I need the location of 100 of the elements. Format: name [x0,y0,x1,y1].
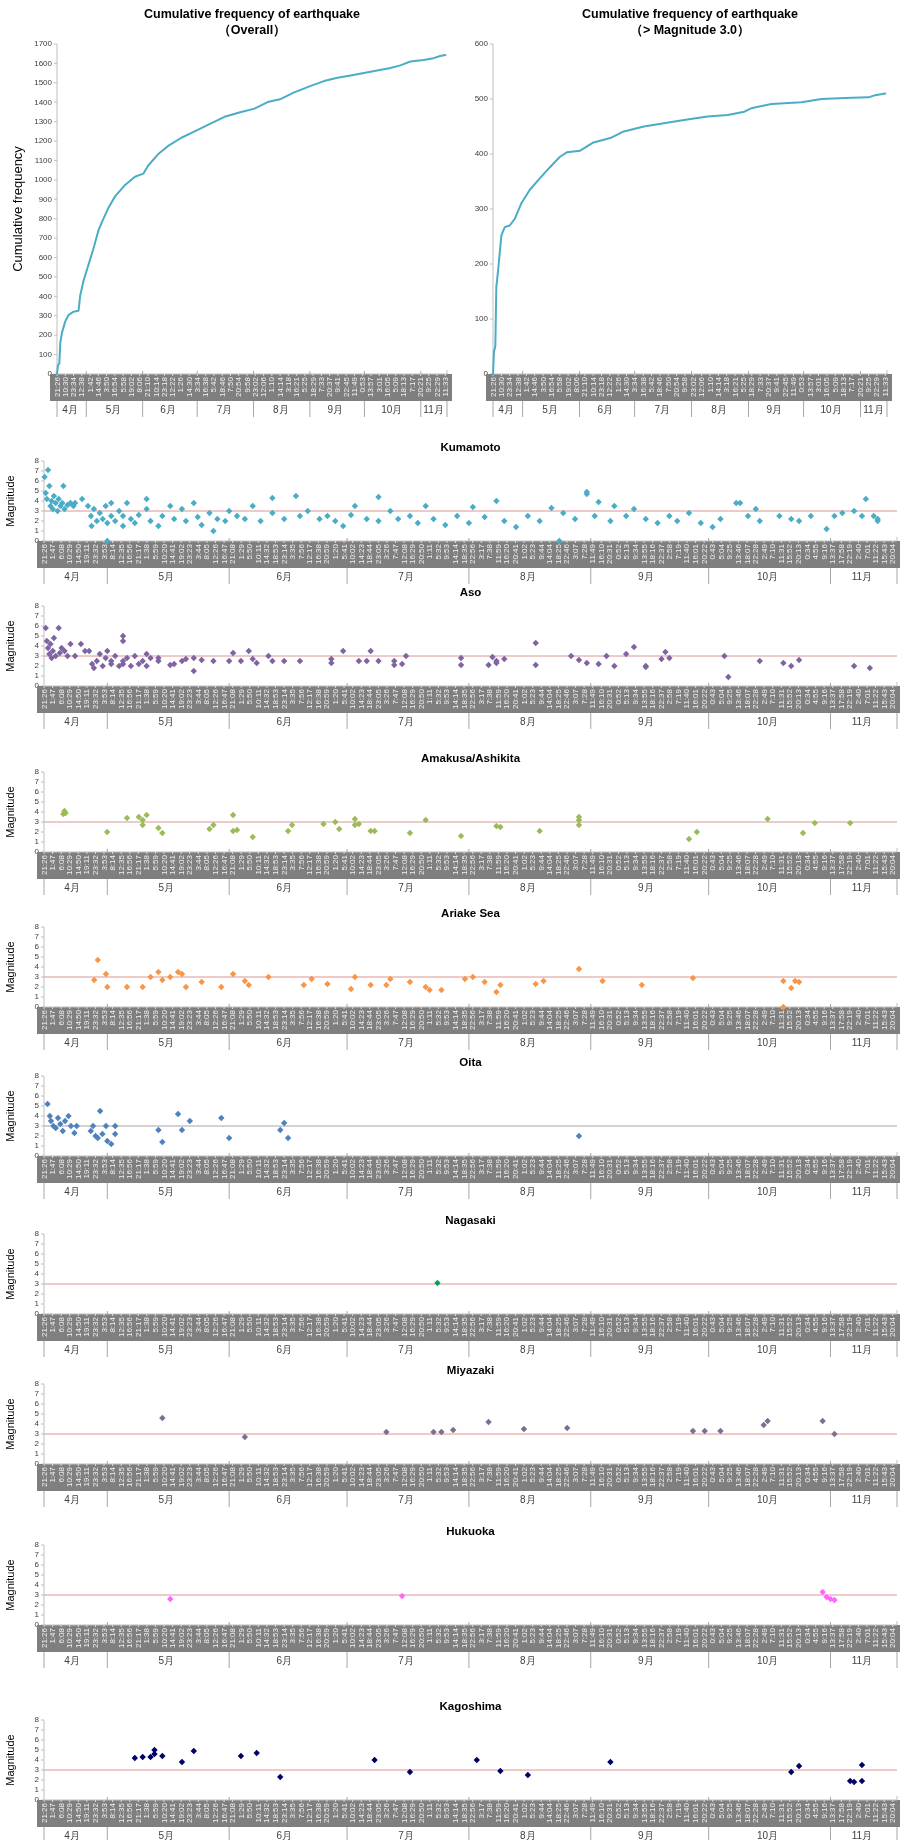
x-tick-label: 16:29 [408,1466,418,1488]
x-tick-label: 5:23 [528,1158,538,1175]
y-tick-label: 200 [38,330,53,340]
y-tick-label: 3 [34,972,40,982]
x-tick-label: 11:22 [871,1802,881,1823]
point [155,968,162,976]
x-tick-label: 23:05 [373,1466,383,1488]
x-tick-label: 9:16 [819,1466,829,1483]
x2-tick-label: 9月 [638,1830,654,1840]
x-tick-label: 20:31 [605,854,615,876]
x-tick-label: 20:13 [793,688,803,710]
x-tick-label: 18:53 [270,1466,280,1488]
x-tick-label: 7:38 [485,854,495,871]
x-tick-label: 9:53 [442,1627,452,1644]
x-tick-label: 11:59 [493,854,503,875]
x-tick-label: 10:02 [348,1466,358,1488]
x-tick-label: 21:08 [228,1627,238,1649]
x-tick-label: 3:07 [571,1627,581,1644]
y-tick-label: 6 [34,621,40,631]
x-tick-label: 0:52 [613,1158,623,1175]
x-tick-label: 1:29 [236,1009,246,1026]
x-tick-label: 1:20 [330,854,340,871]
x-tick-label: 10:11 [253,543,263,564]
point [351,815,359,823]
x-tick-label: 22:28 [751,543,761,565]
x-tick-label: 8:05 [202,1627,212,1644]
x-tick-label: 11:31 [776,854,786,875]
x-tick-label: 22:37 [656,1316,666,1338]
x-tick-label: 2:58 [665,1627,675,1644]
x-tick-label: 23:05 [373,1158,383,1180]
x-tick-label: 13:46 [733,1009,743,1031]
x-tick-label: 0:43 [708,1158,718,1175]
x-tick-label: 15:43 [879,688,889,710]
x-tick-label: 5:04 [716,1316,726,1333]
x-tick-label: 10:29 [65,1009,75,1031]
x2-tick-label: 10月 [381,404,403,415]
x-tick-label: 18:35 [459,1009,469,1031]
x-tick-label: 18:16 [648,1009,658,1031]
x-tick-label: 22:45 [341,376,351,398]
x-tick-label: 14:14 [451,1158,461,1180]
point [764,1417,771,1425]
x-tick-label: 11:49 [588,1466,598,1487]
x-tick-label: 16:47 [219,1627,229,1649]
x-tick-label: 12:08 [399,1802,409,1824]
x-tick-label: 5:59 [150,1466,160,1483]
x-tick-label: 16:01 [691,1627,701,1649]
x-tick-label: 11:40 [682,1627,692,1648]
x-tick-label: 9:34 [631,854,641,871]
x-tick-label: 14:04 [545,1802,555,1824]
x-tick-label: 19:02 [563,376,573,398]
x-tick-label: 2:58 [665,1316,675,1333]
x-tick-label: 10:20 [159,1316,169,1338]
x-tick-label: 9:34 [631,1466,641,1483]
x-tick-label: 20:50 [416,1802,426,1824]
y-tick-label: 8 [34,601,40,611]
x-tick-label: 15:43 [879,1802,889,1824]
x-tick-label: 7:47 [391,1627,400,1644]
x-tick-label: 3:26 [382,854,392,871]
x-tick-label: 22:56 [468,1627,478,1649]
x2-tick-label: 8月 [520,1655,536,1666]
x-tick-label: 20:41 [511,854,521,876]
x-tick-label: 7:56 [296,854,306,871]
x-tick-label: 22:28 [751,1009,761,1031]
x-tick-label: 9:44 [536,1627,546,1644]
x-tick-label: 7:10 [768,1627,778,1644]
x-tick-label: 5:41 [339,1627,349,1644]
x-tick-label: 0:52 [613,1466,623,1483]
x-tick-label: 2:58 [665,1158,675,1175]
y-tick-label: 700 [38,233,53,243]
x-tick-label: 18:35 [459,543,469,565]
x-tick-label: 5:23 [528,1009,538,1026]
x2-tick-label: 10月 [757,716,779,727]
x2-tick-label: 7月 [398,1655,414,1666]
x-tick-label: 5:50 [245,1316,255,1333]
x-tick-label: 22:46 [562,1158,572,1180]
x-tick-label: 1:38 [142,1009,152,1026]
x2-tick-label: 11月 [851,1186,873,1197]
x-tick-label: 7:56 [296,1466,306,1483]
x-tick-label: 22:19 [845,1009,855,1031]
x-tick-label: 1:02 [519,1466,529,1483]
x-tick-label: 3:53 [99,1802,109,1819]
x-tick-label: 10:30 [496,376,506,398]
x2-tick-label: 11月 [851,1037,873,1048]
x-tick-label: 10:20 [159,1158,169,1180]
x-tick-label: 18:25 [553,543,563,565]
x-tick-label: 16:21 [292,376,302,398]
x-tick-label: 13:37 [828,688,838,710]
x-tick-label: 16:56 [125,1802,135,1824]
x-tick-label: 12:17 [305,1627,315,1649]
x2-tick-label: 7月 [398,1494,414,1505]
x-tick-label: 16:29 [408,1627,418,1649]
x-tick-label: 9:41 [772,376,782,393]
x-tick-label: 11:31 [776,688,786,709]
x-tick-label: 23:14 [279,854,289,876]
y-tick-label: 8 [34,1071,40,1081]
x-tick-label: 1:02 [519,1627,529,1644]
x-tick-label: 14:23 [356,1158,366,1180]
x-tick-label: 7:38 [485,1158,495,1175]
x-tick-label: 12:08 [399,1316,409,1338]
point [689,1427,697,1435]
